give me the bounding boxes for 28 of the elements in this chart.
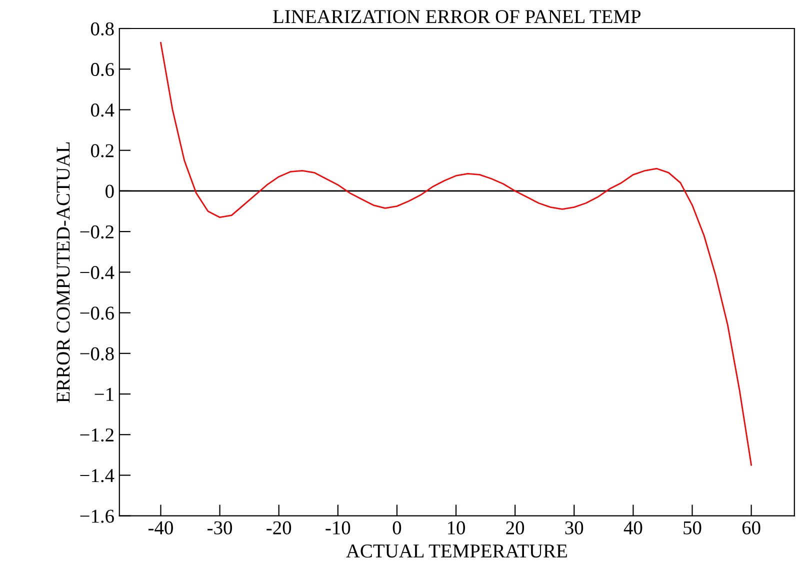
line-series: [160, 42, 752, 466]
x-tick-label: -30: [208, 521, 232, 534]
y-axis-title: ERROR COMPUTED-ACTUAL: [56, 142, 70, 403]
y-tick-label: 0.6: [90, 62, 114, 76]
x-tick-label: -40: [148, 521, 173, 534]
y-tick-label: 0.2: [90, 144, 114, 158]
x-tick-label: 60: [742, 521, 760, 534]
x-tick-label: 10: [448, 521, 465, 534]
x-tick-label: -20: [266, 521, 292, 534]
chart-title: LINEARIZATION ERROR OF PANEL TEMP: [273, 10, 641, 24]
y-tick-label: 0.8: [90, 22, 114, 36]
x-tick-label: -10: [326, 521, 350, 534]
x-tick-label: 40: [624, 521, 642, 534]
x-tick-label: 30: [565, 521, 584, 534]
x-tick-label: 0: [392, 521, 402, 534]
y-tick-label: 0: [106, 184, 114, 198]
y-tick-label: −1: [94, 388, 114, 401]
x-tick-label: 20: [506, 521, 524, 534]
y-tick-label: −0.6: [80, 306, 114, 320]
y-tick-label: −0.4: [80, 266, 114, 280]
y-tick-label: −1.4: [80, 469, 114, 482]
y-tick-label: −0.8: [80, 347, 114, 360]
y-tick-label: 0.4: [90, 104, 114, 117]
y-tick-label: −1.2: [80, 428, 114, 442]
x-axis-title: ACTUAL TEMPERATURE: [346, 544, 567, 558]
y-tick-label: −1.6: [80, 510, 114, 523]
x-tick-label: 50: [684, 521, 702, 534]
y-tick-label: −0.2: [80, 225, 114, 239]
